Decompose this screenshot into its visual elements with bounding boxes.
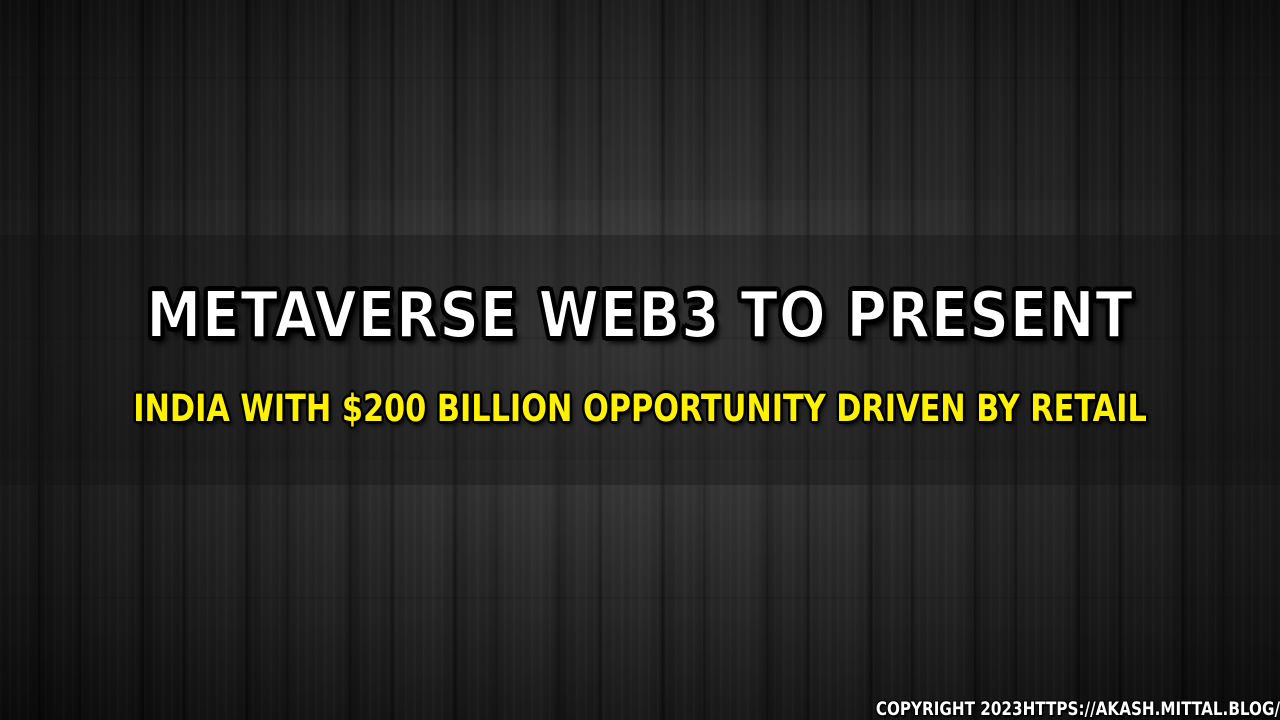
headline-title: METAVERSE WEB3 TO PRESENT: [145, 278, 1134, 354]
title-band: [0, 235, 1280, 485]
copyright-footer: COPYRIGHT 2023HTTPS://AKASH.MITTAL.BLOG/: [875, 698, 1280, 720]
headline-subtitle: INDIA WITH $200 BILLION OPPORTUNITY DRIV…: [133, 387, 1147, 430]
